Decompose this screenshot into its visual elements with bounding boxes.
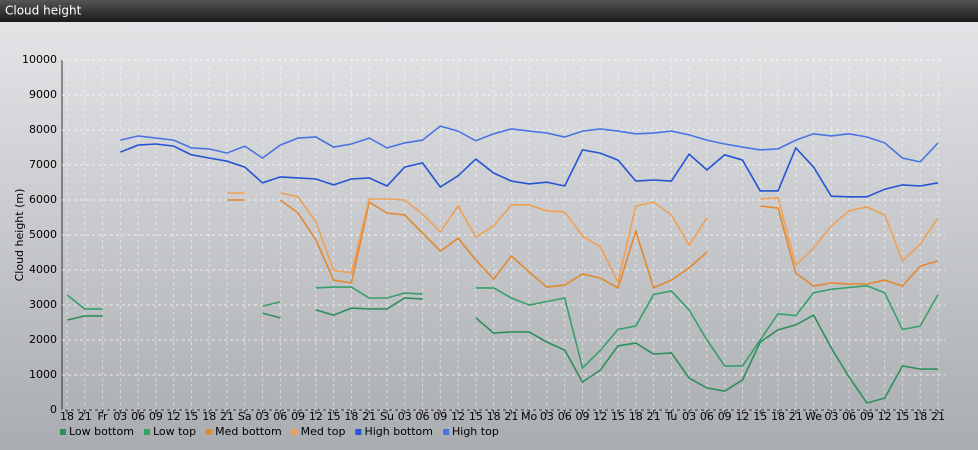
y-tick-label: 6000	[29, 193, 57, 206]
x-tick-label: 18	[487, 410, 501, 423]
x-tick-label: 15	[469, 410, 483, 423]
x-tick-label: 03	[824, 410, 838, 423]
x-tick-label: 09	[149, 410, 163, 423]
chart-title: Cloud height	[5, 4, 82, 18]
x-tick-label: Sa	[238, 410, 252, 423]
legend-swatch	[291, 429, 298, 435]
header-bar	[0, 0, 978, 22]
legend-label: Low top	[153, 425, 196, 438]
y-tick-label: 8000	[29, 123, 57, 136]
y-tick-label: 9000	[29, 88, 57, 101]
legend-swatch	[206, 429, 213, 435]
x-tick-label: 06	[273, 410, 287, 423]
x-tick-label: 03	[113, 410, 127, 423]
legend-swatch	[443, 429, 449, 435]
y-tick-label: 2000	[29, 333, 57, 346]
x-tick-label: 09	[291, 410, 305, 423]
x-tick-label: 12	[878, 410, 892, 423]
legend-swatch	[60, 429, 66, 435]
legend-swatch	[143, 429, 150, 435]
x-tick-label: 21	[647, 410, 661, 423]
legend-label: Med bottom	[215, 425, 282, 438]
x-tick-label: 09	[575, 410, 589, 423]
series-line	[120, 125, 939, 163]
x-tick-label: 12	[451, 410, 465, 423]
x-tick-label: 09	[718, 410, 732, 423]
x-tick-label: 18	[202, 410, 216, 423]
legend-label: High top	[452, 425, 499, 438]
x-tick-label: 15	[327, 410, 341, 423]
x-tick-label: 21	[220, 410, 234, 423]
x-tick-label: 03	[682, 410, 696, 423]
x-tick-label: 09	[860, 410, 874, 423]
x-tick-label: 18	[771, 410, 785, 423]
x-tick-label: 18	[344, 410, 358, 423]
series-line	[66, 297, 938, 404]
x-tick-label: 21	[78, 410, 92, 423]
x-tick-label: 06	[700, 410, 714, 423]
x-tick-label: Mo	[521, 410, 537, 423]
x-tick-label: 06	[416, 410, 430, 423]
x-tick-label: 21	[504, 410, 518, 423]
x-tick-label: 09	[433, 410, 447, 423]
y-tick-label: 4000	[29, 263, 57, 276]
x-tick-label: 06	[131, 410, 145, 423]
x-tick-label: 15	[895, 410, 909, 423]
y-tick-label: 10000	[22, 53, 57, 66]
x-tick-label: Fr	[98, 410, 109, 423]
x-tick-label: 12	[593, 410, 607, 423]
legend-label: Low bottom	[69, 425, 134, 438]
x-tick-label: 21	[362, 410, 376, 423]
x-tick-label: 21	[931, 410, 945, 423]
x-tick-label: 03	[540, 410, 554, 423]
series-line	[227, 199, 939, 290]
x-tick-label: 06	[558, 410, 572, 423]
series-line	[227, 192, 939, 285]
x-tick-label: 15	[611, 410, 625, 423]
legend-swatch	[355, 429, 362, 435]
x-tick-label: 03	[398, 410, 412, 423]
x-tick-label: 15	[184, 410, 198, 423]
x-tick-label: 12	[309, 410, 323, 423]
x-tick-label: 12	[167, 410, 181, 423]
x-tick-label: Tu	[664, 410, 677, 423]
x-tick-label: We	[805, 410, 822, 423]
y-tick-label: 3000	[29, 298, 57, 311]
x-tick-label: 15	[753, 410, 767, 423]
x-tick-label: 06	[842, 410, 856, 423]
legend-label: High bottom	[364, 425, 433, 438]
x-tick-label: 18	[913, 410, 927, 423]
legend-label: Med top	[301, 425, 346, 438]
x-tick-label: 21	[789, 410, 803, 423]
x-tick-label: 03	[256, 410, 270, 423]
x-tick-label: Su	[380, 410, 394, 423]
series-line	[120, 143, 939, 198]
y-tick-label: 0	[50, 403, 57, 416]
y-tick-label: 5000	[29, 228, 57, 241]
y-axis-label: Cloud height (m)	[13, 189, 26, 282]
y-tick-label: 1000	[29, 368, 57, 381]
x-tick-label: 12	[735, 410, 749, 423]
series-line	[66, 284, 939, 370]
y-tick-label: 7000	[29, 158, 57, 171]
x-tick-label: 18	[60, 410, 74, 423]
x-tick-label: 18	[629, 410, 643, 423]
